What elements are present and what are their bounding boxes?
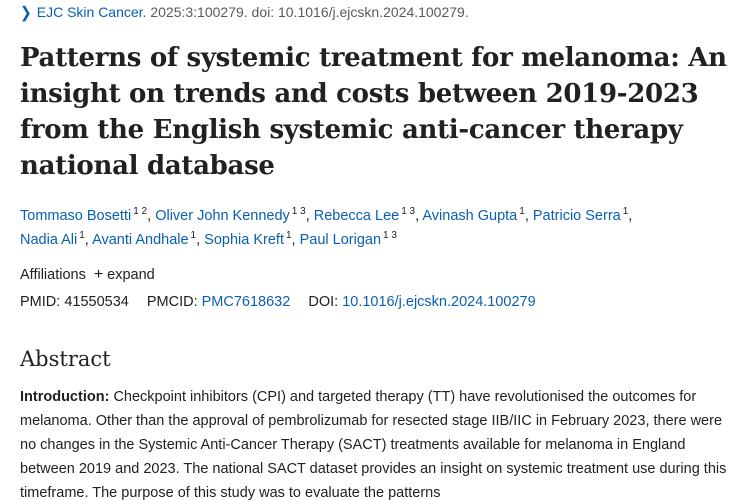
author-link[interactable]: Rebecca Lee bbox=[313, 208, 400, 224]
author-link[interactable]: Patricio Serra bbox=[532, 208, 621, 224]
pmcid-label: PMCID: bbox=[146, 294, 198, 310]
doi-link[interactable]: 10.1016/j.ejcskn.2024.100279 bbox=[342, 294, 536, 310]
author-link[interactable]: Tommaso Bosetti bbox=[20, 208, 132, 224]
journal-link[interactable]: EJC Skin Cancer. bbox=[36, 4, 147, 20]
chevron-right-icon[interactable]: ❯ bbox=[20, 3, 32, 21]
author-list: Tommaso Bosetti 1 2, Oliver John Kennedy 1… bbox=[20, 206, 633, 248]
pmid-value: 41550534 bbox=[64, 294, 129, 310]
author-link[interactable]: Sophia Kreft bbox=[204, 232, 284, 248]
author-link[interactable]: Paul Lorigan bbox=[299, 232, 382, 248]
author-affiliation[interactable]: 1 2 bbox=[133, 206, 148, 218]
affiliations-toggle: Affiliations + expand bbox=[20, 266, 155, 284]
journal-citation-text: 2025:3:100279. doi: 10.1016/j.ejcskn.202… bbox=[150, 4, 469, 20]
article-identifiers: PMID: 41550534 PMCID: PMC7618632 DOI: 10… bbox=[20, 293, 536, 311]
author-link[interactable]: Oliver John Kennedy bbox=[155, 208, 290, 224]
pmid-label: PMID: bbox=[20, 294, 61, 310]
author-affiliation[interactable]: 1 3 bbox=[383, 230, 397, 242]
author-link[interactable]: Avinash Gupta bbox=[422, 208, 518, 224]
introduction-text: Checkpoint inhibitors (CPI) and targeted… bbox=[20, 389, 727, 500]
author-link[interactable]: Nadia Ali bbox=[20, 232, 78, 248]
author-affiliation[interactable]: 1 3 bbox=[291, 206, 306, 218]
article-title: Patterns of systemic treatment for melan… bbox=[20, 43, 727, 181]
pmcid-link[interactable]: PMC7618632 bbox=[201, 294, 291, 310]
expand-affiliations-button[interactable]: + expand bbox=[93, 266, 155, 283]
author-affiliation[interactable]: 1 bbox=[190, 230, 197, 242]
introduction-label: Introduction: bbox=[20, 389, 110, 405]
author-link[interactable]: Avanti Andhale bbox=[92, 232, 189, 248]
author-affiliation[interactable]: 1 bbox=[285, 230, 292, 242]
author-affiliation[interactable]: 1 bbox=[519, 206, 525, 218]
author-affiliation[interactable]: 1 3 bbox=[401, 206, 416, 218]
author-affiliation[interactable]: 1 bbox=[622, 206, 629, 218]
abstract-heading: Abstract bbox=[20, 347, 111, 371]
expand-label: expand bbox=[107, 267, 155, 283]
journal-citation: ❯ EJC Skin Cancer. 2025:3:100279. doi: 10… bbox=[20, 3, 469, 21]
doi-label: DOI: bbox=[308, 294, 339, 310]
plus-icon: + bbox=[93, 266, 104, 283]
abstract-introduction: Introduction: Checkpoint inhibitors (CPI… bbox=[20, 385, 734, 500]
author-affiliation[interactable]: 1 bbox=[79, 230, 85, 242]
affiliations-label: Affiliations bbox=[20, 267, 86, 283]
